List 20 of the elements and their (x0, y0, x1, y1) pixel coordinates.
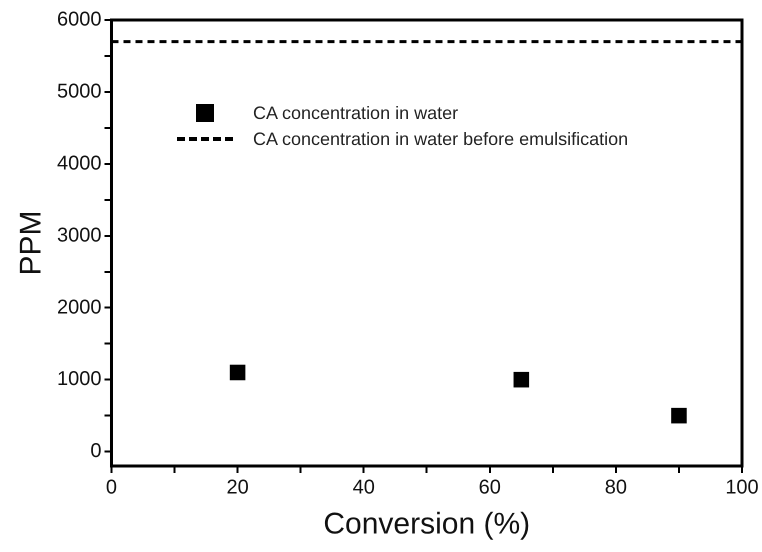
x-tick-label: 100 (725, 476, 759, 499)
y-tick-label: 4000 (56, 152, 102, 174)
x-tick-label: 20 (226, 476, 249, 499)
point (671, 408, 687, 424)
y-tick-label: 5000 (56, 80, 102, 102)
y-tick-label: 6000 (56, 8, 102, 31)
point (514, 372, 530, 388)
y-tick-label: 1000 (56, 368, 102, 390)
legend-label: CA concentration in water before emulsification (253, 128, 628, 151)
y-tick-label: 2000 (56, 296, 102, 318)
point (230, 364, 246, 380)
y-tick-label: 0 (90, 440, 102, 462)
y-axis-title: PPM (14, 210, 48, 276)
legend-label: CA concentration in water (253, 102, 458, 125)
x-tick-label: 40 (352, 476, 375, 499)
x-axis-title: Conversion (%) (323, 507, 530, 540)
x-tick-label: 80 (604, 476, 628, 499)
x-tick-label: 60 (478, 476, 501, 499)
x-tick-label: 0 (106, 476, 118, 499)
y-tick-label: 3000 (56, 224, 102, 246)
